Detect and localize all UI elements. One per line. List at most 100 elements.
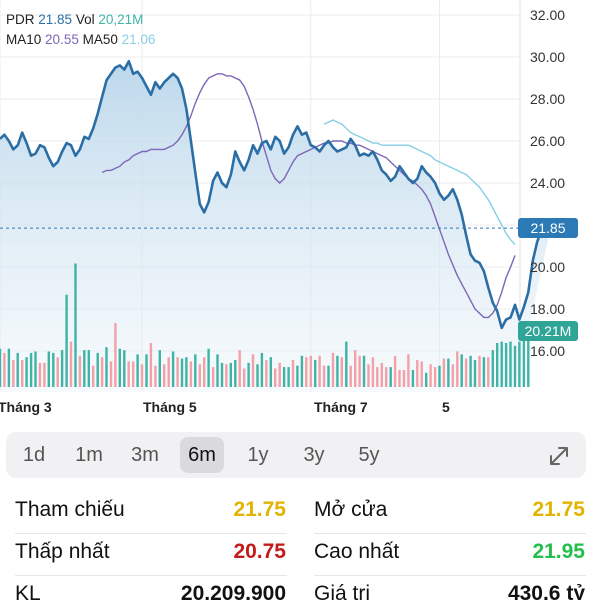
- volume-bar: [238, 350, 241, 387]
- volume-bar: [189, 361, 193, 387]
- legend-ma50: 21.06: [121, 32, 156, 47]
- volume-bar: [314, 360, 317, 387]
- volume-bar: [180, 358, 184, 387]
- volume-bar: [282, 367, 286, 387]
- volume-bar: [60, 350, 64, 387]
- volume-bar: [354, 350, 357, 387]
- stock-chart[interactable]: PDR 21.85 Vol 20,21M MA10 20.55 MA50 21.…: [0, 0, 600, 425]
- stat-reference-label: Tham chiếu: [15, 498, 125, 521]
- y-tick-label: 16.00: [530, 343, 566, 359]
- range-5y[interactable]: 5y: [358, 444, 380, 466]
- volume-bar: [167, 357, 170, 387]
- volume-bar: [74, 263, 77, 387]
- volume-bar: [211, 367, 215, 387]
- volume-bar: [487, 357, 490, 387]
- chart-canvas[interactable]: [0, 0, 600, 425]
- time-range-selector: 1d 1m 3m 6m 1y 3y 5y: [6, 432, 586, 478]
- current-volume-badge: 20.21M: [518, 321, 578, 341]
- volume-bar: [473, 360, 477, 387]
- volume-bar: [140, 364, 144, 387]
- range-3y[interactable]: 3y: [303, 444, 325, 466]
- volume-bar: [340, 357, 343, 387]
- stat-low-value: 20.75: [233, 540, 286, 563]
- volume-bar: [52, 352, 55, 387]
- volume-bar: [149, 343, 153, 387]
- y-tick-label: 24.00: [530, 175, 566, 191]
- range-1d[interactable]: 1d: [22, 444, 46, 466]
- volume-bar: [251, 354, 255, 387]
- range-6m[interactable]: 6m: [180, 437, 224, 473]
- x-axis-label: Tháng 3: [0, 399, 52, 415]
- volume-bar: [513, 345, 517, 387]
- legend-ticker: PDR: [6, 12, 35, 27]
- volume-bar: [25, 357, 28, 387]
- volume-bar: [96, 352, 99, 387]
- volume-bar: [198, 364, 201, 387]
- volume-bar: [336, 355, 339, 387]
- price-line: [0, 59, 551, 330]
- volume-bar: [234, 360, 237, 387]
- volume-bar: [171, 351, 175, 387]
- ma50-line: [323, 119, 516, 246]
- volume-bar: [318, 355, 321, 387]
- volume-bar: [393, 355, 397, 387]
- volume-bar: [411, 370, 415, 387]
- volume-bar: [274, 368, 277, 387]
- volume-bar: [136, 354, 139, 387]
- divider: [15, 575, 287, 576]
- volume-bar: [322, 365, 326, 387]
- legend-ma10-label: MA10: [6, 32, 42, 47]
- volume-bar: [56, 357, 59, 387]
- volume-bar: [118, 348, 121, 387]
- current-price-badge: 21.85: [518, 218, 578, 238]
- volume-bar: [407, 354, 410, 387]
- volume-bar: [229, 362, 232, 387]
- volume-bar: [216, 354, 219, 387]
- volume-bar: [425, 372, 428, 387]
- volume-bar: [376, 367, 379, 387]
- volume-bar: [12, 360, 15, 387]
- range-3m[interactable]: 3m: [131, 444, 159, 466]
- volume-bar: [243, 368, 246, 387]
- volume-bar: [154, 365, 157, 387]
- volume-bar: [296, 365, 299, 387]
- volume-bar: [225, 364, 228, 387]
- volume-bar: [300, 355, 304, 387]
- volume-bar: [349, 365, 352, 387]
- volume-bar: [518, 341, 521, 387]
- volume-bar: [38, 362, 42, 387]
- range-1m[interactable]: 1m: [75, 444, 103, 466]
- x-axis-label: Tháng 5: [143, 399, 197, 415]
- y-tick-label: 18.00: [530, 301, 566, 317]
- range-1y[interactable]: 1y: [247, 444, 269, 466]
- volume-bar: [416, 360, 419, 387]
- volume-bar: [47, 351, 50, 387]
- legend-ma10: 20.55: [45, 32, 79, 47]
- legend-price-row: PDR 21.85 Vol 20,21M: [6, 12, 143, 28]
- legend-price: 21.85: [38, 12, 73, 27]
- volume-bar: [127, 361, 130, 387]
- stat-volume-value: 20,209,900: [180, 582, 286, 600]
- volume-bar: [362, 355, 366, 387]
- volume-bar: [451, 364, 454, 387]
- volume-bar: [158, 350, 161, 387]
- expand-fullscreen-icon[interactable]: [548, 445, 570, 467]
- volume-bar: [34, 351, 37, 387]
- volume-bar: [522, 338, 526, 387]
- volume-bar: [260, 352, 264, 387]
- stat-open-value: 21.75: [532, 498, 585, 521]
- y-tick-label: 26.00: [530, 133, 566, 149]
- volume-bar: [78, 355, 82, 387]
- volume-bar: [389, 367, 392, 387]
- volume-bar: [203, 357, 206, 387]
- volume-bar: [509, 341, 512, 387]
- stat-value-value: 430.6 tỷ: [507, 582, 585, 600]
- volume-bar: [21, 360, 24, 387]
- volume-bar: [105, 347, 108, 387]
- y-tick-label: 28.00: [530, 91, 566, 107]
- volume-bar: [100, 357, 104, 387]
- volume-bar: [194, 354, 197, 387]
- legend-vol: 20,21M: [98, 12, 144, 27]
- volume-bar: [367, 364, 370, 387]
- volume-bar: [7, 348, 11, 387]
